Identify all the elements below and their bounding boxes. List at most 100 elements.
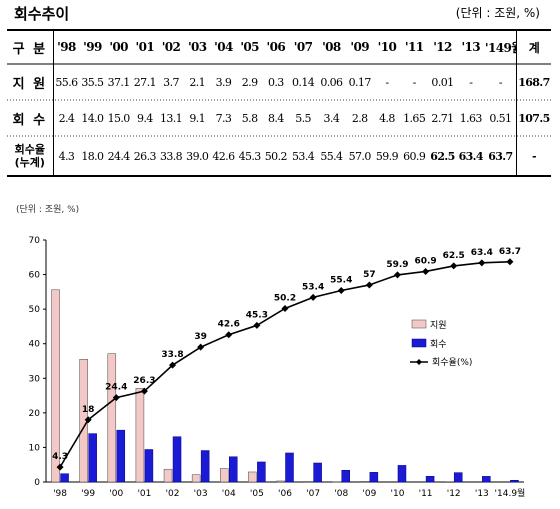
bar-recovery <box>482 476 491 483</box>
recovery-rate-label: 63.4 <box>471 248 493 258</box>
y-tick-label: 10 <box>29 443 41 453</box>
recovery-rate-label: 42.6 <box>218 320 240 330</box>
x-tick-label: '02 <box>166 489 180 499</box>
table-cell: 7.3 <box>215 111 232 125</box>
table-header-cell: '07 <box>293 40 313 54</box>
recovery-table: 구 분 '98 '99 '00 '01 '02 '03 '04 '05 '06 '07 '08 '09 '… <box>7 30 551 176</box>
table-cell: 42.6 <box>212 149 235 163</box>
x-tick-label: '11 <box>419 489 433 499</box>
recovery-rate-point <box>225 331 233 339</box>
bar-support <box>51 289 60 483</box>
legend-label-support: 지원 <box>430 320 447 331</box>
table-cell: 59.9 <box>375 149 399 163</box>
table-cell: 1.63 <box>459 111 483 125</box>
table-header-cell: '04 <box>214 40 233 54</box>
bar-recovery <box>313 462 322 483</box>
page-title: 회수추이 <box>14 5 70 23</box>
recovery-rate-point <box>140 387 148 395</box>
table-cell: 37.1 <box>107 75 131 89</box>
table-cell: 0.01 <box>431 75 454 89</box>
bar-support <box>360 481 370 483</box>
bar-support <box>332 481 341 483</box>
x-tick-label: '99 <box>81 489 95 499</box>
table-cell: 5.8 <box>241 111 258 125</box>
table-cell: 62.5 <box>430 149 455 163</box>
recovery-rate-label: 33.8 <box>161 350 183 360</box>
table-row: 지 원 55.6 35.5 37.1 27.1 3.7 2.1 3.9 2.9 0.3 0.14 0.… <box>7 64 551 100</box>
table-header-cell: '11 <box>404 40 424 54</box>
y-tick-label: 60 <box>29 271 41 281</box>
x-tick-label: '06 <box>278 489 292 499</box>
table-corner-label: 구 분 <box>7 30 54 64</box>
bar-recovery <box>453 472 463 483</box>
recovery-rate-label: 53.4 <box>302 282 324 292</box>
x-tick-label: '14.9월 <box>495 487 526 499</box>
x-tick-label: '10 <box>391 489 405 499</box>
table-header-cell: '12 <box>433 40 452 54</box>
table-cell: 107.5 <box>515 100 551 136</box>
table-cell: 50.2 <box>264 149 288 163</box>
recovery-rate-point <box>281 304 289 312</box>
recovery-rate-point <box>422 267 430 275</box>
table-cell: 9.4 <box>136 111 153 125</box>
x-tick-label: '04 <box>222 489 236 499</box>
table-cell: 33.8 <box>159 149 183 163</box>
table-header-cell: '06 <box>266 40 286 54</box>
table-header-cell: '13 <box>461 40 481 54</box>
table-row-label: 지 원 <box>7 64 54 100</box>
legend-label-rate: 회수율(%) <box>432 357 472 368</box>
recovery-rate-label: 18 <box>82 405 95 415</box>
recovery-rate-point <box>393 271 401 279</box>
table-cell: 14.0 <box>81 111 104 125</box>
y-tick-label: 30 <box>29 374 41 384</box>
recovery-rate-label: 57 <box>363 270 376 280</box>
x-tick-label: '03 <box>194 489 208 499</box>
recovery-rate-label: 63.7 <box>499 247 521 257</box>
unit-label-chart: (단위 : 조원, %) <box>16 205 80 215</box>
recovery-rate-point <box>197 343 205 351</box>
x-tick-label: '09 <box>362 489 376 499</box>
y-tick-label: 50 <box>29 305 41 315</box>
bar-recovery <box>88 433 97 483</box>
table-header-cell: '99 <box>83 40 102 54</box>
bar-support <box>135 388 145 483</box>
recovery-rate-point <box>84 416 92 424</box>
bar-recovery <box>257 461 266 483</box>
bar-support <box>163 468 173 483</box>
table-header-cell: '01 <box>135 40 155 54</box>
y-tick-label: 0 <box>34 478 40 488</box>
table-cell: 5.5 <box>295 111 311 125</box>
legend-label-recovery: 회수 <box>430 339 447 350</box>
recovery-rate-point <box>309 293 317 301</box>
table-cell: 2.9 <box>241 75 258 89</box>
table-cell: 27.1 <box>133 75 157 89</box>
recovery-rate-label: 45.3 <box>246 310 268 320</box>
table-cell: 3.7 <box>163 75 179 89</box>
recovery-rate-label: 4.3 <box>52 452 68 462</box>
table-cell: 15.0 <box>107 111 131 125</box>
recovery-rate-label: 39 <box>194 332 207 342</box>
recovery-rate-point <box>365 281 373 289</box>
table-cell: 63.7 <box>488 149 513 163</box>
table-cell: 13.1 <box>159 111 183 125</box>
bar-support <box>107 353 117 483</box>
table-cell: 60.9 <box>403 149 426 163</box>
table-cell: 2.1 <box>189 75 206 89</box>
bar-recovery <box>369 472 379 483</box>
unit-label-top: (단위 : 조원, %) <box>455 6 540 20</box>
x-tick-label: '08 <box>334 489 348 499</box>
recovery-rate-point <box>506 258 514 266</box>
recovery-rate-label: 50.2 <box>274 293 296 303</box>
table-header-cell: '10 <box>377 40 397 54</box>
recovery-rate-label: 24.4 <box>105 383 127 393</box>
legend-swatch-support <box>411 319 427 329</box>
table-cell: 55.6 <box>55 75 78 89</box>
table-header-cell: '149월 <box>484 40 516 55</box>
bar-support <box>276 480 285 483</box>
table-cell: 55.4 <box>320 149 343 163</box>
bar-recovery <box>285 452 294 483</box>
y-tick-label: 40 <box>29 340 41 350</box>
recovery-rate-label: 55.4 <box>330 275 352 285</box>
bar-recovery <box>144 449 154 483</box>
